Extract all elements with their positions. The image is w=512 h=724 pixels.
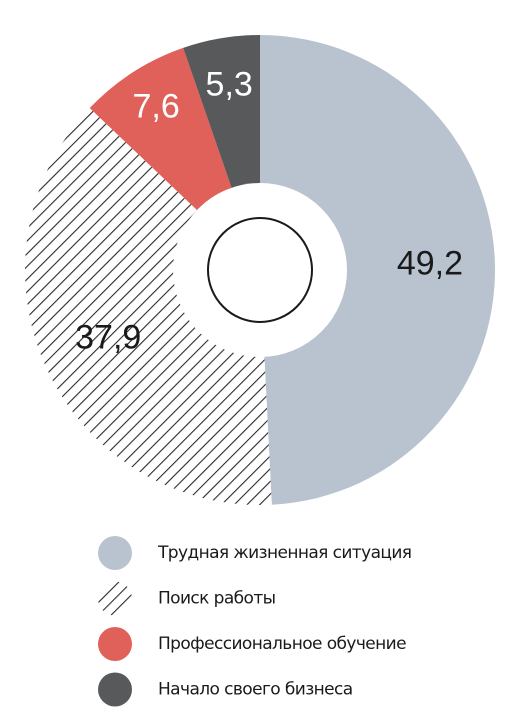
legend-label: Поиск работы xyxy=(158,589,275,609)
legend-swatch xyxy=(98,536,132,570)
slice xyxy=(260,35,495,505)
value-label: 5,3 xyxy=(206,66,253,104)
value-label: 49,2 xyxy=(397,245,463,283)
legend-label: Начало своего бизнеса xyxy=(158,680,353,700)
value-label: 37,9 xyxy=(75,319,141,357)
value-label: 7,6 xyxy=(132,88,179,126)
donut-hole xyxy=(173,183,347,357)
legend-swatch xyxy=(98,627,132,661)
slice xyxy=(25,108,272,505)
legend-label: Профессиональное обучение xyxy=(158,634,406,654)
legend-label: Трудная жизненная ситуация xyxy=(157,543,411,563)
legend-swatch xyxy=(98,581,132,616)
center-ring xyxy=(207,217,313,323)
legend-swatch xyxy=(98,672,132,707)
